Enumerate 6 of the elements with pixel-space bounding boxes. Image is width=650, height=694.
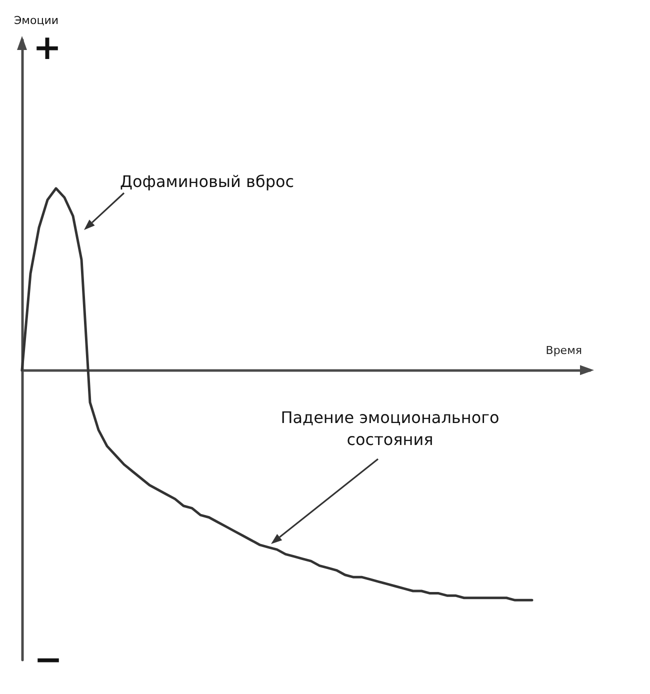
- text: −: [34, 639, 62, 682]
- text: +: [33, 27, 62, 70]
- text: Эмоции: [14, 14, 58, 29]
- annotation: Падение эмоционального состояния: [280, 407, 500, 450]
- annotation: Дофаминовый вброс: [120, 171, 294, 193]
- x-axis-title: Время: [546, 344, 582, 358]
